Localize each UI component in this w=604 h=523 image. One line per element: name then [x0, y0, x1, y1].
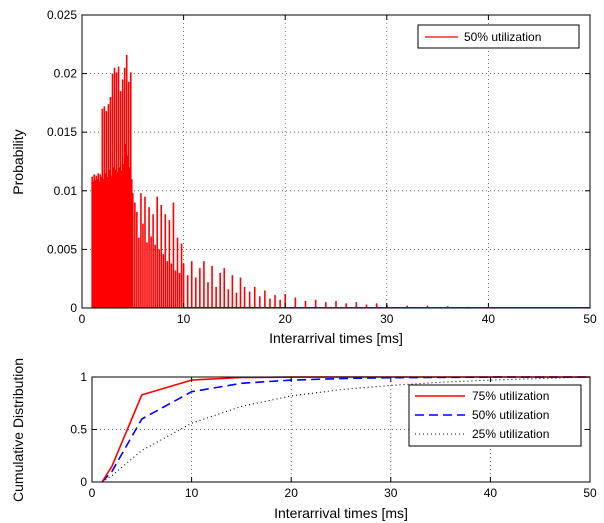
chart1-xtick-label: 40	[482, 312, 496, 326]
chart1-ytick-label: 0.025	[47, 8, 77, 22]
chart2-xtick-label: 30	[384, 486, 398, 500]
chart2-legend: 75% utilization 50% utilization 25% util…	[408, 384, 582, 447]
chart1-frame	[81, 14, 591, 309]
chart1-ytick-label: 0	[70, 301, 77, 315]
chart1-xtick-label: 10	[177, 312, 191, 326]
chart1-legend-box	[417, 24, 580, 49]
chart2-x-axis-label: Interarrival times [ms]	[274, 505, 408, 521]
chart1-grid	[82, 15, 590, 308]
chart2-xtick-label: 10	[185, 486, 199, 500]
chart2-xtick-label: 50	[583, 486, 597, 500]
chart1-ticks: 0 10 20 30 40 50 0 0.005 0.01 0.015 0.02 0.025	[47, 8, 597, 326]
chart1-xtick-label: 0	[79, 312, 86, 326]
chart2-ticks: 0 10 20 30 40 50 0 0.5 1	[70, 370, 597, 500]
chart1-plot-area	[82, 15, 590, 308]
chart2-legend-label-50: 50% utilization	[472, 408, 549, 422]
chart1-x-axis-label: Interarrival times [ms]	[269, 330, 403, 346]
probability-chart: 0 10 20 30 40 50 0 0.005 0.01 0.015 0.02 0.025 Inte…	[10, 8, 597, 346]
chart1-ytick-label: 0.02	[54, 67, 78, 81]
chart1-xtick-label: 20	[279, 312, 293, 326]
chart1-ytick-label: 0.015	[47, 125, 77, 139]
chart2-y-axis-label: Cumulative Distribution	[10, 358, 26, 502]
chart1-ytick-label: 0.01	[54, 184, 78, 198]
chart2-ytick-label: 0	[80, 475, 87, 489]
chart1-legend-label-50: 50% utilization	[464, 30, 541, 44]
chart2-ytick-label: 1	[80, 370, 87, 384]
chart2-legend-label-25: 25% utilization	[472, 427, 549, 441]
chart2-series-line	[101, 376, 591, 483]
cumulative-chart: 0 10 20 30 40 50 0 0.5 1 Interarrival times [ms]…	[10, 358, 597, 521]
chart1-ytick-label: 0.005	[47, 242, 77, 256]
chart2-xtick-label: 20	[285, 486, 299, 500]
chart2-xtick-label: 40	[484, 486, 498, 500]
chart1-bars	[91, 54, 591, 308]
chart2-xtick-label: 0	[89, 486, 96, 500]
chart1-xtick-label: 50	[583, 312, 597, 326]
chart2-ytick-label: 0.5	[70, 423, 87, 437]
chart1-xtick-label: 30	[380, 312, 394, 326]
chart1-legend: 50% utilization	[417, 24, 580, 49]
chart2-legend-label-75: 75% utilization	[472, 389, 549, 403]
chart1-y-axis-label: Probability	[10, 129, 26, 194]
